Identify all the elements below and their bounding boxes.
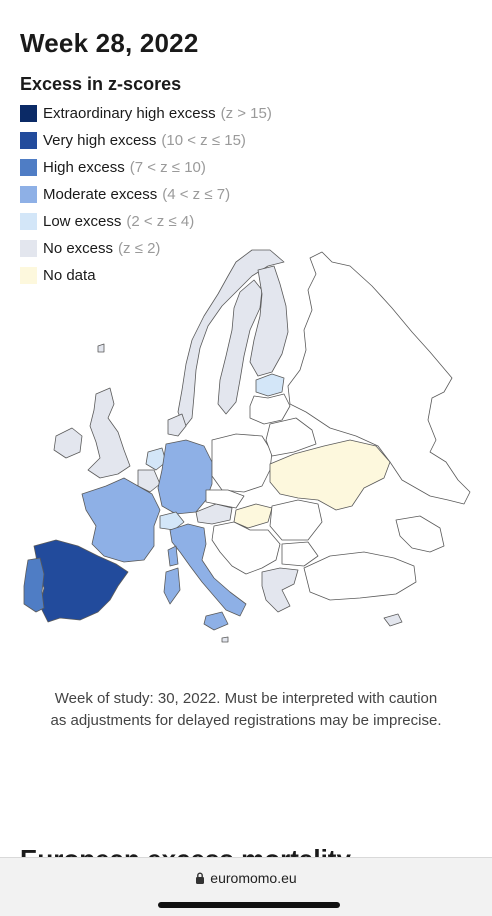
legend-item-moderate[interactable]: Moderate excess (4 < z ≤ 7) [20, 181, 272, 208]
region-sardinia[interactable] [163, 567, 181, 605]
legend-label: Extraordinary high excess [43, 105, 216, 122]
region-portugal[interactable] [23, 557, 45, 613]
legend-swatch [20, 240, 37, 257]
legend-label: High excess [43, 159, 125, 176]
legend-range: (4 < z ≤ 7) [162, 186, 231, 203]
home-indicator[interactable] [158, 902, 340, 908]
legend-item-no-data[interactable]: No data [20, 262, 272, 289]
legend-range: (2 < z ≤ 4) [126, 213, 195, 230]
region-italy[interactable] [169, 523, 247, 617]
legend-range: (z > 15) [220, 105, 272, 122]
lock-icon [195, 872, 205, 884]
region-poland[interactable] [211, 433, 273, 493]
region-czechia[interactable] [205, 489, 245, 509]
region-malta[interactable] [221, 636, 229, 643]
region-belgium[interactable] [137, 469, 161, 493]
legend-swatch [20, 267, 37, 284]
region-corsica[interactable] [167, 545, 179, 567]
region-baltics[interactable] [249, 393, 291, 425]
region-turkey[interactable] [303, 551, 417, 601]
region-greece[interactable] [261, 567, 299, 613]
legend-item-extraordinary-high[interactable]: Extraordinary high excess (z > 15) [20, 100, 272, 127]
region-caucasus[interactable] [395, 515, 445, 553]
region-united-kingdom[interactable] [87, 387, 131, 479]
region-romania[interactable] [269, 499, 323, 541]
url-text: euromomo.eu [210, 870, 297, 886]
region-denmark[interactable] [167, 413, 187, 437]
region-belarus[interactable] [265, 417, 317, 457]
legend-range: (10 < z ≤ 15) [161, 132, 246, 149]
legend-title: Excess in z-scores [20, 74, 182, 94]
caption-line-1: Week of study: 30, 2022. Must be interpr… [54, 690, 438, 707]
legend-item-low[interactable]: Low excess (2 < z ≤ 4) [20, 208, 272, 235]
region-sicily[interactable] [203, 611, 229, 631]
map-caption: Week of study: 30, 2022. Must be interpr… [0, 688, 492, 732]
legend-swatch [20, 213, 37, 230]
region-cyprus[interactable] [383, 613, 403, 627]
region-estonia[interactable] [255, 373, 285, 397]
next-section-heading: European excess mortality [20, 848, 351, 857]
legend-item-very-high[interactable]: Very high excess (10 < z ≤ 15) [20, 127, 272, 154]
legend-swatch [20, 186, 37, 203]
legend-label: No data [43, 267, 96, 284]
region-sweden[interactable] [217, 279, 263, 415]
region-faroe[interactable] [97, 343, 105, 353]
legend-label: Moderate excess [43, 186, 158, 203]
region-germany[interactable] [157, 439, 213, 515]
legend-label: Very high excess [43, 132, 157, 149]
legend-swatch [20, 132, 37, 149]
region-netherlands[interactable] [145, 447, 167, 471]
region-finland[interactable] [249, 265, 289, 377]
legend-swatch [20, 159, 37, 176]
page-title: Week 28, 2022 [20, 28, 199, 58]
legend-item-no-excess[interactable]: No excess (z ≤ 2) [20, 235, 272, 262]
region-norway[interactable] [177, 249, 285, 429]
region-russia[interactable] [287, 251, 471, 505]
legend-item-high[interactable]: High excess (7 < z ≤ 10) [20, 154, 272, 181]
caption-line-2: as adjustments for delayed registrations… [50, 712, 442, 729]
region-france[interactable] [81, 477, 161, 563]
region-ireland[interactable] [53, 427, 83, 459]
legend-range: (7 < z ≤ 10) [129, 159, 206, 176]
legend-label: No excess [43, 240, 114, 257]
legend-label: Low excess [43, 213, 122, 230]
region-hungary[interactable] [233, 503, 273, 529]
europe-map [23, 249, 471, 643]
region-switzerland[interactable] [159, 511, 185, 531]
region-austria[interactable] [195, 503, 233, 525]
region-bulgaria[interactable] [281, 541, 319, 567]
region-ukraine[interactable] [269, 439, 391, 511]
region-balkans[interactable] [211, 521, 281, 575]
legend-swatch [20, 105, 37, 122]
browser-address-bar[interactable]: euromomo.eu [0, 857, 492, 916]
url-display[interactable]: euromomo.eu [0, 870, 492, 886]
legend: Extraordinary high excess (z > 15) Very … [20, 100, 272, 289]
legend-range: (z ≤ 2) [118, 240, 161, 257]
